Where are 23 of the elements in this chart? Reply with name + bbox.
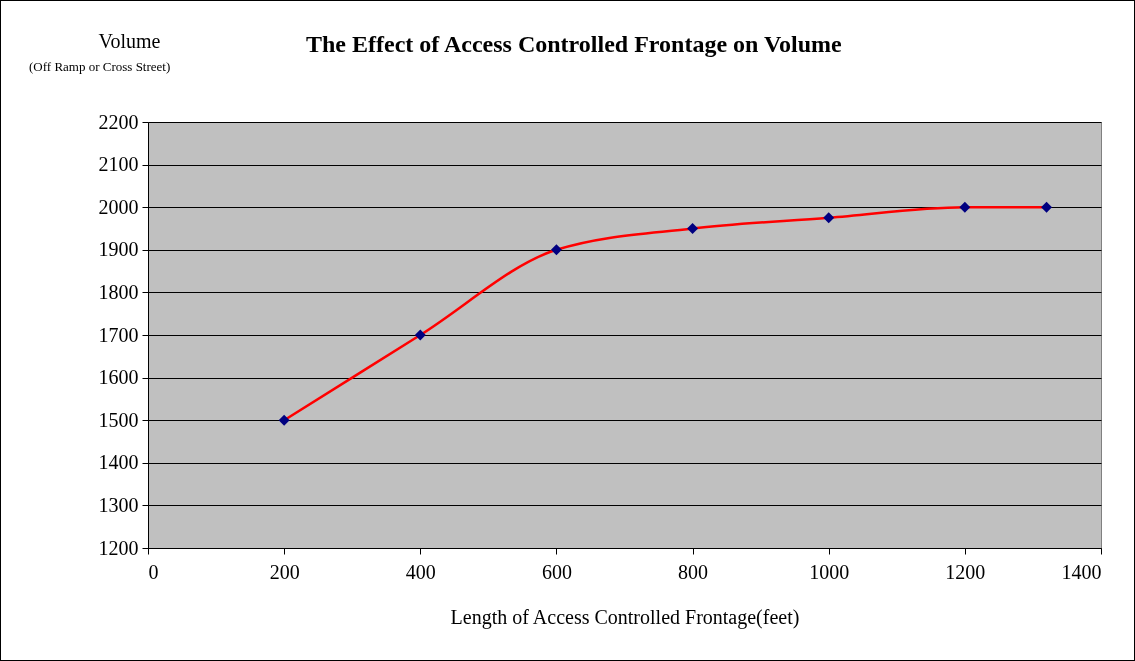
y-tick-label: 1900	[98, 238, 139, 261]
x-tick-label: 1000	[809, 560, 850, 583]
chart-title: The Effect of Access Controlled Frontage on Volume	[306, 31, 842, 58]
x-axis-title: Length of Access Controlled Frontage(feet)	[450, 605, 800, 629]
text: (Off Ramp or Cross Street)	[29, 59, 171, 75]
y-tick-label: 2200	[98, 110, 139, 133]
y-tick-label: 1500	[98, 408, 139, 431]
y-tick-label: 2100	[98, 153, 139, 176]
y-tick-label: 2000	[98, 195, 139, 218]
x-tick-label: 0	[148, 560, 159, 583]
x-tick-label: 1400	[1061, 560, 1102, 583]
x-tick-label: 800	[678, 560, 709, 583]
x-tick-label: 600	[541, 560, 572, 583]
x-tick-label: 400	[405, 560, 436, 583]
y-axis-title: Volume	[98, 29, 161, 52]
y-tick-label: 1800	[98, 280, 139, 303]
y-tick-label: 1200	[98, 536, 139, 559]
x-tick-label: 200	[269, 560, 300, 583]
y-tick-label: 1400	[98, 451, 139, 474]
y-tick-label: 1600	[98, 366, 139, 389]
y-tick-label: 1700	[98, 323, 139, 346]
y-tick-label: 1300	[98, 493, 139, 516]
x-tick-label: 1200	[945, 560, 986, 583]
